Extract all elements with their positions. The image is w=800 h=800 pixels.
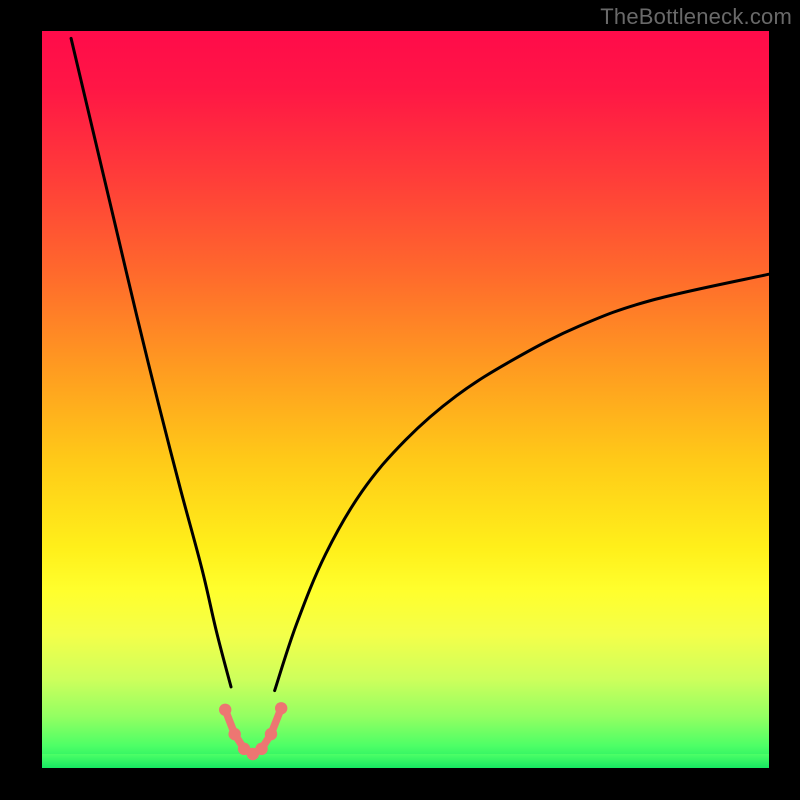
chart-svg — [0, 0, 800, 800]
dip-dot — [228, 728, 240, 740]
plot-background — [42, 31, 769, 768]
chart-root: TheBottleneck.com — [0, 0, 800, 800]
dip-dot — [265, 728, 277, 740]
green-band — [42, 754, 769, 768]
watermark-text: TheBottleneck.com — [600, 4, 792, 30]
dip-dot — [255, 743, 267, 755]
dip-dot — [219, 704, 231, 716]
dip-dot — [275, 702, 287, 714]
